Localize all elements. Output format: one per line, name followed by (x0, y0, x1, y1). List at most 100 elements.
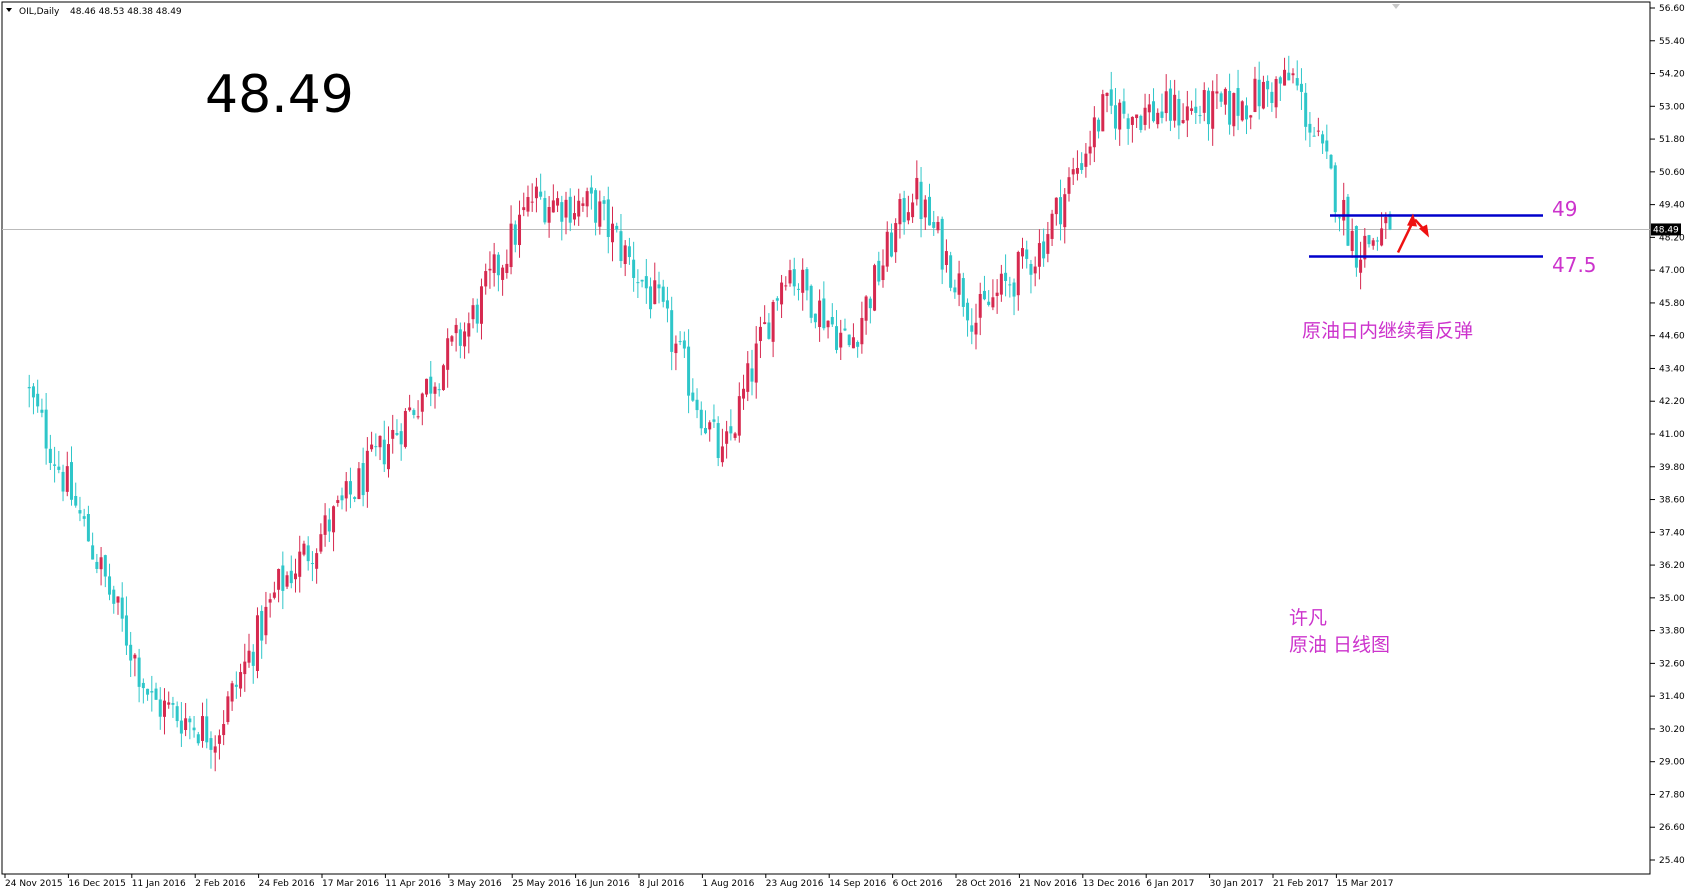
candle-body (822, 298, 826, 329)
y-tick-label: 37.40 (1659, 528, 1685, 538)
candle-body (327, 519, 331, 532)
y-tick-label: 27.80 (1659, 790, 1685, 800)
candle-body (1308, 123, 1312, 133)
x-tick-label: 24 Nov 2015 (5, 879, 63, 889)
candle-body (653, 280, 657, 305)
candle-body (188, 718, 192, 723)
y-tick-label: 33.80 (1659, 627, 1685, 637)
dropdown-triangle-icon[interactable] (6, 8, 12, 12)
candle-body (1367, 235, 1371, 245)
candle-body (1088, 146, 1092, 154)
candle-body (1232, 93, 1236, 127)
candle-body (150, 691, 154, 693)
candle-body (1245, 105, 1249, 120)
candle-body (1206, 90, 1210, 125)
candle-body (471, 305, 475, 320)
candle-body (1046, 234, 1050, 254)
candle-body (1173, 94, 1177, 121)
candle-body (636, 282, 640, 284)
candle-body (830, 317, 834, 325)
candle-body (1384, 216, 1388, 224)
candle-body (1337, 217, 1341, 219)
candle-body (95, 561, 99, 569)
y-tick-label: 44.60 (1659, 332, 1685, 342)
x-tick-label: 1 Aug 2016 (702, 879, 754, 889)
candle-body (1084, 153, 1088, 167)
y-tick-label: 47.00 (1659, 266, 1685, 276)
candle-body (1190, 108, 1194, 111)
candle-body (467, 323, 471, 337)
candle-body (205, 716, 209, 743)
candle-body (602, 200, 606, 204)
candle-body (1354, 226, 1358, 268)
horizontal-levels (1309, 214, 1543, 258)
candle-body (1223, 88, 1227, 105)
candle-body (1059, 197, 1063, 225)
y-tick-label: 45.80 (1659, 299, 1685, 309)
candle-body (809, 285, 813, 318)
candle-body (509, 223, 513, 268)
candle-body (539, 191, 543, 197)
candle-body (1147, 104, 1151, 113)
candle-body (708, 422, 712, 430)
candle-body (488, 268, 492, 271)
candle-body (120, 597, 124, 619)
candle-body (640, 279, 644, 282)
candle-body (1033, 266, 1037, 274)
candle-body (496, 254, 500, 276)
candle-body (966, 302, 970, 321)
candle-body (1042, 241, 1046, 259)
x-tick-label: 6 Oct 2016 (893, 879, 943, 889)
candle-body (69, 462, 73, 500)
candle-body (336, 500, 340, 503)
candle-body (995, 292, 999, 296)
scroll-marker-icon[interactable] (1392, 4, 1400, 9)
candle-body (1363, 235, 1367, 260)
arrow-up-stroke (1396, 222, 1414, 254)
candle-body (1274, 78, 1278, 108)
candle-body (1054, 197, 1058, 215)
x-axis: 24 Nov 2015 16 Dec 2015 11 Jan 2016 2 Feb 2… (4, 874, 1393, 889)
candle-body (644, 276, 648, 289)
candle-body (712, 419, 716, 422)
candle-body (1299, 83, 1303, 92)
x-tick-label: 23 Aug 2016 (766, 879, 824, 889)
candle-body (91, 545, 95, 560)
price-tag: 48.49 (1651, 223, 1681, 236)
candle-body (251, 651, 255, 666)
candle-body (792, 269, 796, 287)
candle-body (564, 199, 568, 218)
candle-body (386, 444, 390, 470)
candle-body (1092, 117, 1096, 148)
candle-body (1109, 89, 1113, 106)
candle-body (1067, 177, 1071, 194)
candle-body (851, 337, 855, 349)
candle-body (518, 214, 522, 246)
candle-body (454, 324, 458, 334)
candle-body (1020, 248, 1024, 257)
candle-body (813, 313, 817, 323)
candle-body (1126, 118, 1130, 129)
candle-body (978, 294, 982, 318)
x-tick-label: 3 May 2016 (449, 879, 502, 889)
candle-body (1075, 167, 1079, 174)
y-tick-label: 38.60 (1659, 496, 1685, 506)
candle-body (463, 331, 467, 347)
candle-body (534, 186, 538, 199)
candle-body (796, 288, 800, 290)
candle-body (1185, 106, 1189, 121)
candle-body (767, 322, 771, 339)
y-tick-label: 54.20 (1659, 70, 1685, 80)
candle-body (775, 298, 779, 301)
candle-body (682, 340, 686, 349)
candle-body (1177, 98, 1181, 126)
x-tick-label: 21 Feb 2017 (1273, 879, 1329, 889)
rebound-arrow (1396, 213, 1429, 254)
candle-body (86, 513, 90, 542)
candle-body (1329, 154, 1333, 169)
candle-body (982, 290, 986, 300)
candle-body (716, 423, 720, 458)
candle-body (1312, 135, 1316, 137)
y-tick-label: 53.00 (1659, 102, 1685, 112)
candle-body (737, 396, 741, 436)
